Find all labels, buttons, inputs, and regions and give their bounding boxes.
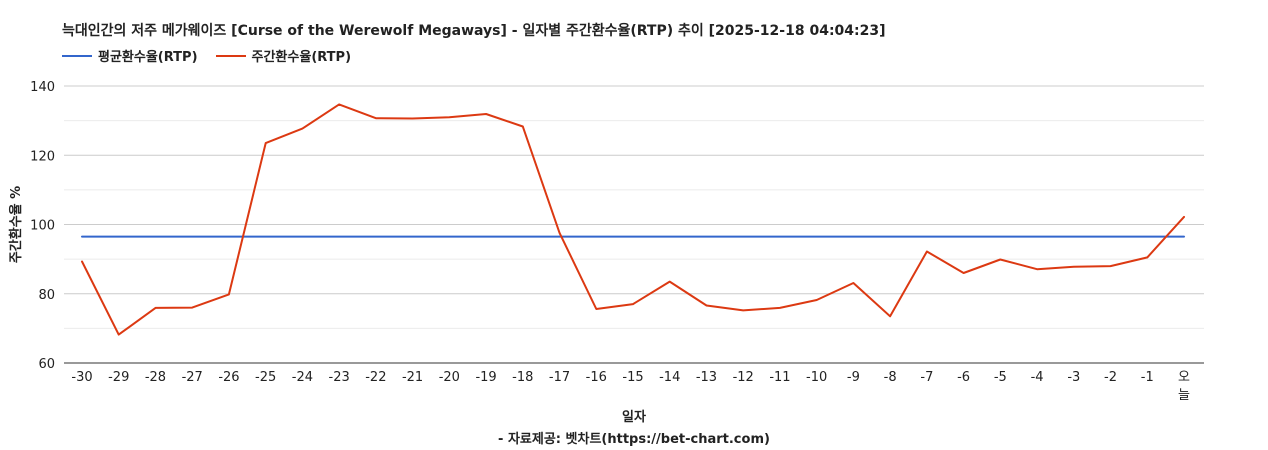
x-tick-label: -5	[994, 370, 1007, 385]
x-tick-label: -3	[1067, 370, 1080, 385]
legend-item-weekly[interactable]: 주간환수율(RTP)	[215, 46, 352, 65]
x-tick-label: -13	[696, 370, 717, 385]
x-tick-label: -19	[475, 370, 496, 385]
x-tick-label: -10	[806, 370, 827, 385]
legend-swatch-average	[62, 54, 92, 57]
x-tick-label: -23	[329, 370, 350, 385]
x-tick-label: -6	[957, 370, 970, 385]
x-tick-label: -22	[365, 370, 386, 385]
x-tick-label: -1	[1141, 370, 1154, 385]
x-tick-label: -14	[659, 370, 680, 385]
x-tick-label: -18	[512, 370, 533, 385]
legend-label-average: 평균환수율(RTP)	[98, 50, 198, 65]
x-tick-label: -4	[1031, 370, 1044, 385]
x-tick-label: -27	[182, 370, 203, 385]
source-credit: - 자료제공: 벳차트(https://bet-chart.com)	[498, 432, 770, 447]
x-tick-label: 오	[1178, 370, 1190, 385]
x-tick-label: -28	[145, 370, 166, 385]
chart-legend: 평균환수율(RTP) 주간환수율(RTP)	[62, 46, 369, 65]
chart-title: 늑대인간의 저주 메가웨이즈 [Curse of the Werewolf Me…	[62, 23, 886, 39]
x-tick-label: -26	[218, 370, 239, 385]
x-tick-label: -17	[549, 370, 570, 385]
legend-item-average[interactable]: 평균환수율(RTP)	[62, 46, 198, 65]
x-tick-label: -16	[586, 370, 607, 385]
y-axis-title: 주간환수율 %	[8, 186, 24, 263]
x-tick-label: -8	[884, 370, 897, 385]
y-tick-label: 120	[30, 149, 55, 164]
x-tick-label: -15	[622, 370, 643, 385]
y-tick-label: 80	[38, 288, 55, 303]
x-tick-label: -11	[769, 370, 790, 385]
weekly-rtp-line	[81, 103, 1185, 336]
y-tick-label: 60	[38, 357, 55, 372]
y-tick-label: 140	[30, 80, 55, 95]
x-tick-label: -20	[439, 370, 460, 385]
x-tick-label: 늘	[1178, 388, 1190, 403]
y-tick-label: 100	[30, 219, 55, 234]
legend-label-weekly: 주간환수율(RTP)	[251, 50, 352, 65]
x-tick-label: -12	[733, 370, 754, 385]
x-tick-label: -25	[255, 370, 276, 385]
x-tick-label: -7	[920, 370, 933, 385]
legend-swatch-weekly	[215, 54, 246, 57]
x-tick-label: -9	[847, 370, 860, 385]
x-tick-label: -24	[292, 370, 313, 385]
x-tick-label: -21	[402, 370, 423, 385]
x-tick-label: -2	[1104, 370, 1117, 385]
x-tick-label: -29	[108, 370, 129, 385]
x-axis-title: 일자	[622, 410, 646, 425]
x-tick-label: -30	[71, 370, 92, 385]
